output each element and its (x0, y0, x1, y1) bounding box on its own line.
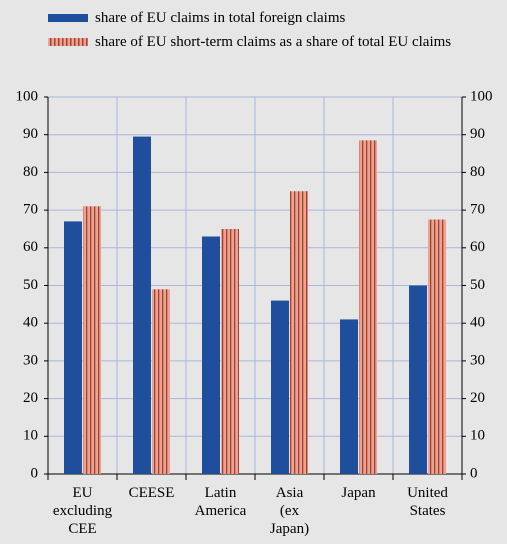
y2-tick-label: 20 (470, 390, 485, 406)
legend-label: share of EU short-term claims as a share… (95, 34, 452, 50)
bar (340, 319, 358, 474)
x-tick-label: CEESE (128, 485, 175, 501)
y2-tick-label: 70 (470, 202, 485, 218)
x-tick-label: EU excluding CEE (52, 485, 113, 537)
y2-tick-label: 60 (470, 239, 485, 255)
bar (359, 140, 377, 475)
y2-tick-label: 100 (470, 88, 493, 104)
x-tick-label: Japan (341, 485, 376, 501)
y-tick-label: 60 (23, 239, 38, 255)
y2-tick-label: 50 (470, 277, 485, 293)
bar (133, 136, 151, 474)
y-tick-label: 100 (16, 88, 39, 104)
x-tick-label: Asia (ex Japan) (269, 485, 310, 537)
bar (64, 221, 82, 474)
x-tick-label: United States (407, 485, 448, 519)
bar (221, 228, 239, 474)
bar (202, 236, 220, 474)
y-tick-label: 40 (23, 315, 38, 331)
y-tick-label: 50 (23, 277, 38, 293)
y2-tick-label: 30 (470, 352, 485, 368)
legend-swatch (48, 14, 88, 22)
bar (152, 289, 170, 474)
y2-tick-label: 10 (470, 428, 485, 444)
x-tick-label: Latin America (194, 485, 247, 519)
y2-tick-label: 0 (470, 465, 478, 481)
y-tick-label: 70 (23, 202, 38, 218)
y-tick-label: 90 (23, 126, 38, 142)
legend-swatch (48, 38, 88, 46)
y2-tick-label: 90 (470, 126, 485, 142)
y-tick-label: 0 (31, 465, 39, 481)
y-tick-label: 80 (23, 164, 38, 180)
bar (271, 300, 289, 474)
legend-label: share of EU claims in total foreign clai… (95, 10, 346, 26)
y-tick-label: 30 (23, 352, 38, 368)
bar (428, 219, 446, 474)
y-tick-label: 10 (23, 428, 38, 444)
y2-tick-label: 80 (470, 164, 485, 180)
y2-tick-label: 40 (470, 315, 485, 331)
y-tick-label: 20 (23, 390, 38, 406)
bar (83, 206, 101, 474)
bar (409, 285, 427, 474)
bar (290, 191, 308, 474)
